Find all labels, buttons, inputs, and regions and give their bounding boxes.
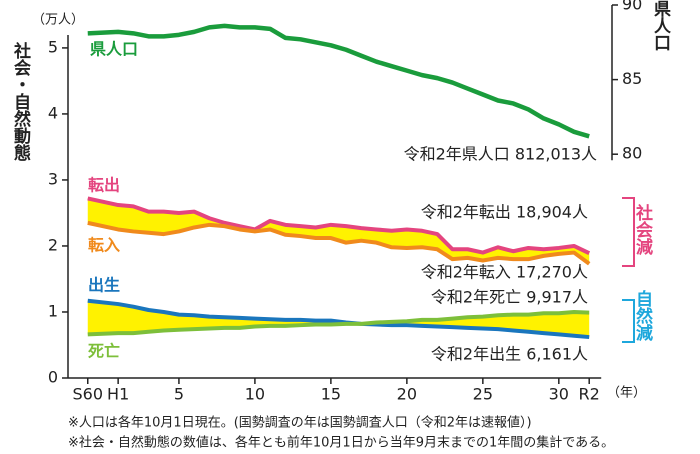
x-tick-label: H1 — [107, 385, 129, 404]
y-tick-label: 4 — [48, 103, 58, 122]
series-line — [87, 23, 590, 139]
y-axis-label: 社会・自然動態 — [10, 41, 32, 161]
series-label: 転出 — [88, 176, 120, 195]
footnote: ※社会・自然動態の数値は、各年とも前年10月1日から当年9月末までの1年間の集計… — [68, 435, 614, 451]
annotation: 令和2年転出 18,904人 — [421, 203, 588, 222]
annotation: 令和2年死亡 9,917人 — [431, 288, 588, 307]
x-tick-label: 20 — [397, 385, 417, 404]
y2-tick-label: 90 — [622, 0, 642, 14]
x-tick-label: S60 — [72, 385, 103, 404]
footnote: ※人口は各年10月1日現在。(国勢調査の年は国勢調査人口（令和2年は速報値）) — [68, 415, 532, 431]
x-tick-label: 25 — [473, 385, 493, 404]
bracket-label: 自然減 — [632, 289, 653, 342]
series-line — [87, 196, 591, 256]
y-unit: （万人） — [32, 13, 84, 28]
y2-axis-label: 県人口 — [650, 0, 671, 51]
series-line — [87, 309, 590, 337]
x-tick-label: 5 — [174, 385, 184, 404]
x-tick-label: 15 — [321, 385, 341, 404]
difference-fill — [87, 198, 590, 264]
y2-tick-label: 80 — [622, 144, 642, 163]
series-label: 出生 — [88, 276, 120, 295]
bracket-label: 社会減 — [632, 203, 654, 256]
x-unit: （年） — [607, 386, 646, 401]
x-tick-label: 10 — [245, 385, 265, 404]
y-tick-label: 2 — [48, 235, 58, 254]
bracket — [622, 299, 635, 343]
y2-tick-label: 85 — [622, 69, 642, 88]
annotation: 令和2年出生 6,161人 — [431, 345, 588, 364]
x-tick-label: 30 — [549, 385, 569, 404]
y-tick-label: 3 — [48, 169, 58, 188]
y-tick-label: 1 — [48, 301, 58, 320]
annotation: 令和2年転入 17,270人 — [421, 263, 588, 282]
x-tick-label: R2 — [579, 385, 600, 404]
series-label: 転入 — [88, 236, 120, 255]
y-tick-label: 0 — [48, 368, 58, 387]
y-tick-label: 5 — [48, 37, 58, 56]
series-line — [87, 220, 591, 266]
series-label: 死亡 — [88, 342, 120, 361]
bracket — [622, 197, 635, 267]
series-label: 県人口 — [90, 40, 138, 59]
annotation: 令和2年県人口 812,013人 — [404, 145, 597, 164]
